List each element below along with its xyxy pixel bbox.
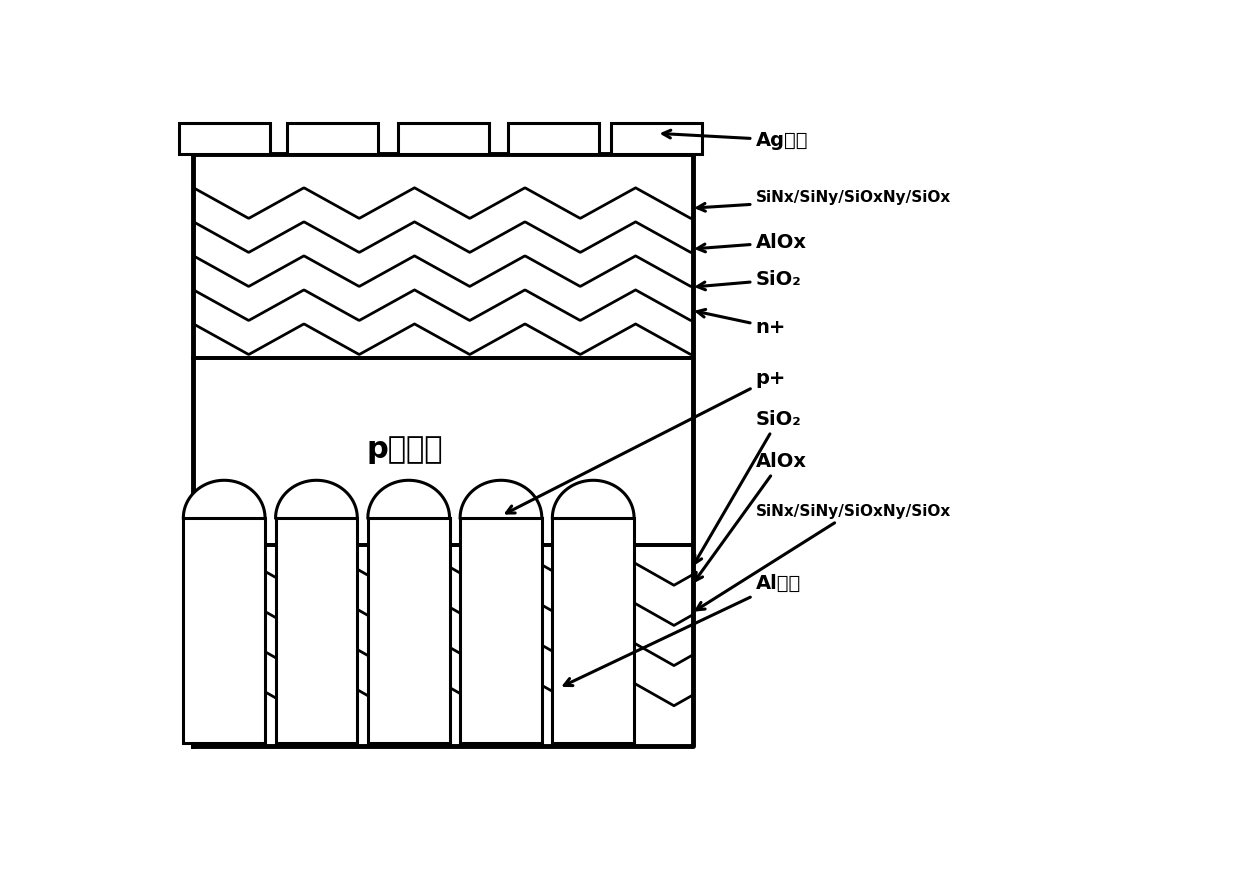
Text: n+: n+ [697,309,786,337]
Polygon shape [288,123,378,154]
Polygon shape [368,480,450,518]
Polygon shape [275,480,357,518]
Text: SiNx/SiNy/SiOxNy/SiOx: SiNx/SiNy/SiOxNy/SiOx [697,190,951,211]
Text: Al栏线: Al栏线 [564,575,801,686]
Text: SiO₂: SiO₂ [697,271,801,290]
Text: AlOx: AlOx [697,232,807,252]
Text: p型硅片: p型硅片 [367,435,443,464]
Polygon shape [368,518,450,743]
Polygon shape [460,518,542,743]
Polygon shape [460,480,542,518]
Polygon shape [275,518,357,743]
Text: SiNx/SiNy/SiOxNy/SiOx: SiNx/SiNy/SiOxNy/SiOx [697,504,951,610]
Text: AlOx: AlOx [694,452,807,581]
Text: SiO₂: SiO₂ [694,409,801,564]
Polygon shape [398,123,489,154]
Polygon shape [552,518,634,743]
Polygon shape [184,518,265,743]
Text: p+: p+ [506,369,786,513]
Polygon shape [179,123,270,154]
Polygon shape [552,480,634,518]
Polygon shape [184,480,265,518]
Polygon shape [508,123,599,154]
Text: Ag栏线: Ag栏线 [663,130,808,149]
Polygon shape [611,123,702,154]
